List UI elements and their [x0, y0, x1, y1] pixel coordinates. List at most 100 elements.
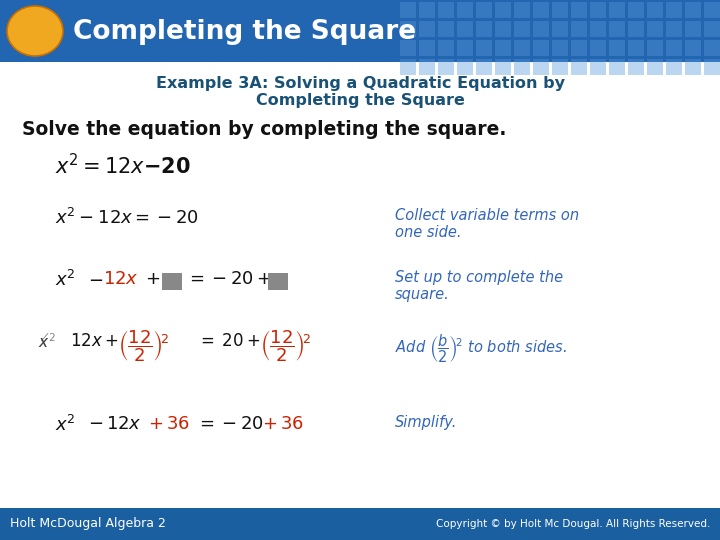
Bar	[514, 59, 530, 75]
Text: $\left(\dfrac{12}{2}\right)^{\!2}$: $\left(\dfrac{12}{2}\right)^{\!2}$	[260, 328, 312, 363]
Bar	[685, 40, 701, 56]
Bar	[419, 59, 435, 75]
Bar	[400, 59, 416, 75]
Bar	[533, 59, 549, 75]
Bar	[400, 2, 416, 18]
Text: $12x+$: $12x+$	[70, 332, 118, 350]
Bar	[495, 59, 511, 75]
Bar	[268, 273, 288, 290]
Bar	[514, 2, 530, 18]
Text: $x^{2} - 12x = -20$: $x^{2} - 12x = -20$	[55, 208, 199, 228]
Bar	[514, 40, 530, 56]
Bar	[419, 2, 435, 18]
Text: Copyright © by Holt Mc Dougal. All Rights Reserved.: Copyright © by Holt Mc Dougal. All Right…	[436, 519, 710, 529]
Bar	[571, 21, 587, 37]
Bar	[514, 21, 530, 37]
Bar	[552, 2, 568, 18]
Bar	[457, 2, 473, 18]
Text: $= -20$: $= -20$	[196, 415, 264, 433]
Bar	[533, 21, 549, 37]
Bar	[685, 2, 701, 18]
Bar	[438, 59, 454, 75]
Bar	[533, 2, 549, 18]
Bar	[0, 508, 720, 540]
Bar	[495, 40, 511, 56]
Bar	[685, 21, 701, 37]
Bar	[476, 21, 492, 37]
Bar	[704, 2, 720, 18]
Text: $x^{2}$: $x^{2}$	[55, 415, 76, 435]
Text: $-$: $-$	[88, 270, 103, 288]
Bar	[666, 40, 682, 56]
Text: Collect variable terms on
one side.: Collect variable terms on one side.	[395, 208, 579, 240]
Text: $+\,36$: $+\,36$	[262, 415, 304, 433]
Bar	[590, 2, 606, 18]
Text: Solve the equation by completing the square.: Solve the equation by completing the squ…	[22, 120, 506, 139]
Bar	[0, 0, 720, 62]
Bar	[552, 21, 568, 37]
Text: $x^{2}$: $x^{2}$	[38, 332, 56, 350]
Bar	[609, 59, 625, 75]
Text: $+$: $+$	[145, 270, 160, 288]
Text: Simplify.: Simplify.	[395, 415, 457, 430]
Text: $+\,36$: $+\,36$	[148, 415, 189, 433]
Text: Set up to complete the
square.: Set up to complete the square.	[395, 270, 563, 302]
Bar	[628, 40, 644, 56]
Bar	[704, 40, 720, 56]
Bar	[438, 40, 454, 56]
Bar	[419, 40, 435, 56]
Bar	[628, 2, 644, 18]
Bar	[571, 40, 587, 56]
Bar	[704, 59, 720, 75]
Text: Example 3A: Solving a Quadratic Equation by: Example 3A: Solving a Quadratic Equation…	[156, 76, 564, 91]
Bar	[571, 59, 587, 75]
Bar	[628, 59, 644, 75]
Text: $x^{{\not}}$: $x^{{\not}}$	[38, 332, 50, 352]
Bar	[457, 59, 473, 75]
Bar	[666, 21, 682, 37]
Bar	[495, 2, 511, 18]
Text: $=\;20+$: $=\;20+$	[197, 332, 261, 350]
Bar	[685, 59, 701, 75]
Bar	[666, 59, 682, 75]
Text: $\mathbf{\it{x}^{2} = 12\it{x}}$$\mathbf{- 20}$: $\mathbf{\it{x}^{2} = 12\it{x}}$$\mathbf…	[55, 153, 191, 178]
Text: $\left(\dfrac{12}{2}\right)^{\!2}$: $\left(\dfrac{12}{2}\right)^{\!2}$	[118, 328, 170, 363]
Bar	[400, 40, 416, 56]
Bar	[400, 21, 416, 37]
Bar	[552, 59, 568, 75]
Bar	[457, 21, 473, 37]
Text: Add $\left(\dfrac{b}{2}\right)^{\!2}$ to both sides.: Add $\left(\dfrac{b}{2}\right)^{\!2}$ to…	[395, 332, 567, 365]
Bar	[609, 2, 625, 18]
Bar	[495, 21, 511, 37]
Bar	[647, 2, 663, 18]
Text: $x^{2}$: $x^{2}$	[55, 270, 76, 290]
Bar	[438, 2, 454, 18]
Bar	[476, 2, 492, 18]
Bar	[647, 21, 663, 37]
Text: Completing the Square: Completing the Square	[73, 19, 416, 45]
Bar	[457, 40, 473, 56]
Text: $= -20 +$: $= -20 +$	[186, 270, 271, 288]
Bar	[704, 21, 720, 37]
Bar	[533, 40, 549, 56]
Bar	[666, 2, 682, 18]
Bar	[647, 59, 663, 75]
Ellipse shape	[7, 6, 63, 56]
Bar	[438, 21, 454, 37]
Text: $-\,12x$: $-\,12x$	[88, 415, 142, 433]
Bar	[609, 40, 625, 56]
Bar	[628, 21, 644, 37]
Bar	[647, 40, 663, 56]
Bar	[476, 59, 492, 75]
Bar	[552, 40, 568, 56]
Bar	[590, 59, 606, 75]
Bar	[609, 21, 625, 37]
Bar	[590, 21, 606, 37]
Bar	[571, 2, 587, 18]
Text: Holt McDougal Algebra 2: Holt McDougal Algebra 2	[10, 517, 166, 530]
Bar	[590, 40, 606, 56]
Text: Completing the Square: Completing the Square	[256, 93, 464, 108]
Text: $12x$: $12x$	[103, 270, 139, 288]
Bar	[162, 273, 182, 290]
Bar	[476, 40, 492, 56]
